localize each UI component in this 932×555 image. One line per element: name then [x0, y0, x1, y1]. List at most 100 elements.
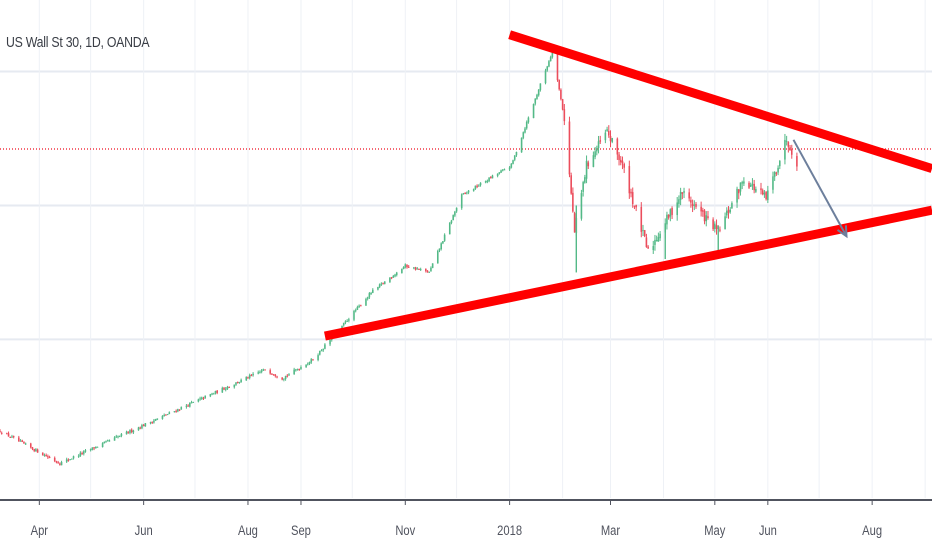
candle-body — [9, 436, 12, 438]
forecast-arrow-head — [836, 225, 848, 239]
candle-body — [377, 286, 379, 290]
candle-body — [21, 440, 24, 442]
candle-body — [599, 140, 602, 142]
candle-body — [414, 267, 417, 270]
candle-body — [512, 160, 514, 164]
candle-body — [177, 409, 179, 412]
candle-body — [60, 462, 63, 466]
candle-body — [426, 270, 429, 273]
candle-body — [749, 184, 752, 187]
candle-body — [223, 387, 225, 390]
candle-body — [117, 436, 119, 438]
candle-body — [654, 239, 656, 245]
grid — [0, 0, 932, 498]
candle-body — [296, 369, 299, 371]
candle-body — [247, 377, 249, 379]
candle-body — [185, 405, 188, 407]
candle-body — [431, 263, 434, 268]
candle-body — [705, 215, 708, 222]
candle-body — [209, 394, 212, 397]
candle-body — [307, 363, 309, 365]
candle-body — [609, 136, 612, 142]
candle-body — [141, 425, 143, 429]
candle-body — [731, 203, 733, 209]
x-tick-label: Jun — [759, 523, 777, 538]
candle-body — [676, 202, 678, 216]
candle-body — [129, 430, 131, 434]
candle-body — [118, 436, 121, 438]
candle-body — [276, 376, 278, 378]
candle-body — [724, 216, 726, 230]
time-axis: Apr Jun Aug Sep Nov 2018 Mar May Jun Aug — [0, 499, 932, 538]
candle-body — [522, 132, 525, 138]
candle-body — [390, 277, 393, 279]
candle-body — [94, 446, 97, 449]
candle-body — [496, 173, 499, 176]
candle-body — [503, 169, 506, 171]
candle-body — [18, 437, 20, 442]
candle-body — [274, 374, 277, 377]
candle-body — [643, 230, 646, 237]
candle-body — [48, 456, 51, 458]
annotations[interactable] — [324, 30, 932, 341]
candle-body — [582, 182, 584, 192]
candle-body — [474, 185, 477, 189]
candle-body — [173, 411, 176, 413]
candle-body — [633, 205, 636, 207]
candle-body — [284, 376, 287, 379]
candle-body — [462, 193, 465, 195]
x-tick-label: Nov — [395, 523, 415, 538]
candle-body — [452, 215, 454, 221]
candle-body — [36, 449, 39, 453]
candle-body — [180, 407, 183, 410]
candle-body — [425, 268, 427, 271]
candle-body — [238, 381, 241, 383]
candle-body — [635, 205, 637, 208]
candle-body — [532, 104, 535, 119]
candle-body — [736, 188, 738, 203]
candle-body — [666, 214, 668, 225]
candle-body — [430, 267, 432, 272]
candle-body — [679, 191, 682, 200]
candle-body — [233, 384, 236, 388]
candle-body — [154, 419, 157, 421]
candle-body — [103, 441, 106, 444]
x-tick-label: Apr — [31, 523, 48, 538]
candle-body — [200, 397, 203, 399]
candle-body — [580, 193, 583, 219]
candle-body — [67, 459, 70, 461]
candle-body — [703, 210, 706, 222]
candle-body — [120, 433, 123, 436]
candle-body — [667, 214, 670, 218]
candle-body — [358, 305, 360, 308]
candle-body — [262, 369, 265, 371]
candle-body — [105, 440, 107, 442]
candle-body — [773, 171, 776, 177]
candle-body — [536, 94, 538, 99]
candle-body — [139, 427, 142, 429]
candle-body — [558, 79, 560, 90]
candle-body — [283, 378, 285, 380]
candle-body — [354, 310, 357, 312]
candle-body — [508, 167, 511, 170]
candle-body — [655, 240, 658, 242]
candle-body — [597, 141, 600, 149]
candle-body — [623, 163, 625, 168]
candle-body — [640, 206, 643, 232]
candle-body — [755, 188, 757, 192]
candle-body — [737, 189, 740, 194]
candle-body — [488, 177, 490, 182]
candle-body — [216, 390, 218, 393]
candle-body — [324, 344, 326, 349]
forecast-arrow — [792, 139, 848, 237]
candle-body — [19, 440, 22, 442]
candle-body — [772, 176, 774, 190]
candle-body — [33, 449, 36, 451]
candle-body — [305, 364, 307, 368]
candle-body — [568, 121, 571, 175]
candle-body — [560, 89, 562, 100]
candle-body — [464, 193, 466, 195]
candle-body — [127, 431, 130, 433]
